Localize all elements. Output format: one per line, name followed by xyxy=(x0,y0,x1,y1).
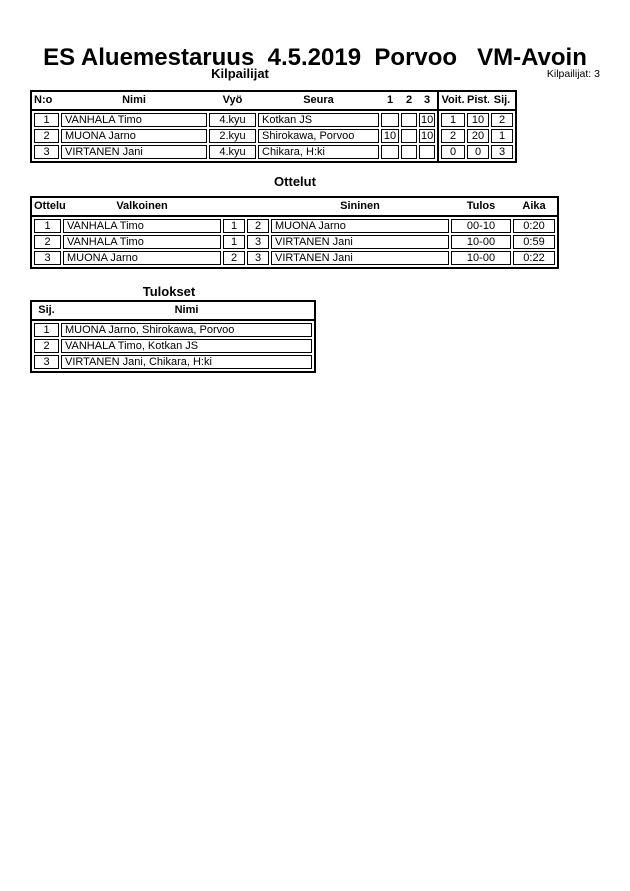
cell-blue-no: 3 xyxy=(247,235,269,249)
cell-competitor-club: Kotkan JS xyxy=(258,113,379,127)
col-header-belt: Vyö xyxy=(222,94,243,106)
col-header-match: Ottelu xyxy=(34,200,66,212)
cell-place: 1 xyxy=(491,129,513,143)
matches-section-title: Ottelut xyxy=(274,174,316,189)
cell-place: 2 xyxy=(491,113,513,127)
cell-match-no: 2 xyxy=(34,235,61,249)
competitors-table: N:o Nimi Vyö Seura 1 2 3 1 VANHALA Timo … xyxy=(30,90,439,163)
results-table-header: Sij. Nimi xyxy=(32,302,314,321)
cell-competitor-club: Shirokawa, Porvoo xyxy=(258,129,379,143)
cell-competitor-no: 1 xyxy=(34,113,59,127)
cell-competitor-belt: 4.kyu xyxy=(209,113,256,127)
competitors-table-body: 1 VANHALA Timo 4.kyu Kotkan JS 10 2 MUON… xyxy=(32,111,437,161)
cell-blue-name: VIRTANEN Jani xyxy=(271,235,449,249)
col-header-blue: Sininen xyxy=(340,200,380,212)
col-header-no: N:o xyxy=(34,94,53,106)
cell-competitor-no: 3 xyxy=(34,145,59,159)
cell-score-m3: 10 xyxy=(419,129,435,143)
cell-white-no: 1 xyxy=(223,219,245,233)
cell-score-m1 xyxy=(381,113,399,127)
cell-blue-name: VIRTANEN Jani xyxy=(271,251,449,265)
matches-table-header: Ottelu Valkoinen Sininen Tulos Aika xyxy=(32,198,557,217)
col-header-blank xyxy=(223,200,245,213)
cell-time: 0:20 xyxy=(513,219,555,233)
cell-white-no: 1 xyxy=(223,235,245,249)
col-header-place: Sij. xyxy=(38,304,55,316)
competitors-summary-header: Voit. Pist. Sij. xyxy=(439,92,515,111)
cell-result: 10-00 xyxy=(451,251,511,265)
competitors-section-title: Kilpailijat xyxy=(211,66,269,81)
cell-competitor-belt: 2.kyu xyxy=(209,129,256,143)
cell-points: 10 xyxy=(467,113,489,127)
cell-wins: 1 xyxy=(441,113,465,127)
cell-match-no: 3 xyxy=(34,251,61,265)
col-header-time: Aika xyxy=(522,200,546,212)
cell-score-m2 xyxy=(401,145,417,159)
results-table: Sij. Nimi 1 MUONA Jarno, Shirokawa, Porv… xyxy=(30,300,316,373)
cell-time: 0:59 xyxy=(513,235,555,249)
results-table-body: 1 MUONA Jarno, Shirokawa, Porvoo 2 VANHA… xyxy=(32,321,314,371)
cell-white-name: VANHALA Timo xyxy=(63,235,221,249)
cell-place: 3 xyxy=(491,145,513,159)
cell-score-m2 xyxy=(401,129,417,143)
col-header-match3: 3 xyxy=(423,94,431,106)
cell-competitor-club: Chikara, H:ki xyxy=(258,145,379,159)
cell-points: 20 xyxy=(467,129,489,143)
cell-result-place: 2 xyxy=(34,339,59,353)
cell-blue-no: 2 xyxy=(247,219,269,233)
col-header-match1: 1 xyxy=(386,94,394,106)
cell-wins: 0 xyxy=(441,145,465,159)
cell-score-m3 xyxy=(419,145,435,159)
competitors-summary-body: 1 10 2 2 20 1 0 0 3 xyxy=(439,111,515,161)
col-header-club: Seura xyxy=(303,94,334,106)
col-header-white: Valkoinen xyxy=(116,200,168,212)
col-header-blank xyxy=(247,200,269,213)
col-header-result: Tulos xyxy=(466,200,496,212)
cell-result-name: MUONA Jarno, Shirokawa, Porvoo xyxy=(61,323,312,337)
cell-result: 10-00 xyxy=(451,235,511,249)
competitors-count: Kilpailijat: 3 xyxy=(546,68,600,80)
cell-competitor-name: MUONA Jarno xyxy=(61,129,207,143)
cell-blue-name: MUONA Jarno xyxy=(271,219,449,233)
col-header-place: Sij. xyxy=(493,94,511,106)
cell-result-name: VIRTANEN Jani, Chikara, H:ki xyxy=(61,355,312,369)
col-header-points: Pist. xyxy=(467,94,489,106)
col-header-wins: Voit. xyxy=(441,94,465,106)
cell-blue-no: 3 xyxy=(247,251,269,265)
cell-competitor-name: VANHALA Timo xyxy=(61,113,207,127)
competitors-summary-table: Voit. Pist. Sij. 1 10 2 2 20 1 0 0 3 xyxy=(437,90,517,163)
competitors-table-header: N:o Nimi Vyö Seura 1 2 3 xyxy=(32,92,437,111)
cell-score-m3: 10 xyxy=(419,113,435,127)
col-header-match2: 2 xyxy=(405,94,413,106)
matches-table: Ottelu Valkoinen Sininen Tulos Aika 1 VA… xyxy=(30,196,559,269)
cell-result: 00-10 xyxy=(451,219,511,233)
cell-white-name: MUONA Jarno xyxy=(63,251,221,265)
cell-result-place: 1 xyxy=(34,323,59,337)
cell-result-name: VANHALA Timo, Kotkan JS xyxy=(61,339,312,353)
page-title: ES Aluemestaruus 4.5.2019 Porvoo VM-Avoi… xyxy=(43,44,587,71)
col-header-name: Nimi xyxy=(174,304,199,316)
cell-white-no: 2 xyxy=(223,251,245,265)
cell-competitor-belt: 4.kyu xyxy=(209,145,256,159)
cell-match-no: 1 xyxy=(34,219,61,233)
cell-score-m1 xyxy=(381,145,399,159)
cell-time: 0:22 xyxy=(513,251,555,265)
cell-competitor-no: 2 xyxy=(34,129,59,143)
cell-result-place: 3 xyxy=(34,355,59,369)
cell-score-m2 xyxy=(401,113,417,127)
cell-score-m1: 10 xyxy=(381,129,399,143)
cell-wins: 2 xyxy=(441,129,465,143)
cell-white-name: VANHALA Timo xyxy=(63,219,221,233)
matches-table-body: 1 VANHALA Timo 1 2 MUONA Jarno 00-10 0:2… xyxy=(32,217,557,267)
cell-competitor-name: VIRTANEN Jani xyxy=(61,145,207,159)
results-section-title: Tulokset xyxy=(142,284,196,299)
cell-points: 0 xyxy=(467,145,489,159)
col-header-name: Nimi xyxy=(122,94,146,106)
